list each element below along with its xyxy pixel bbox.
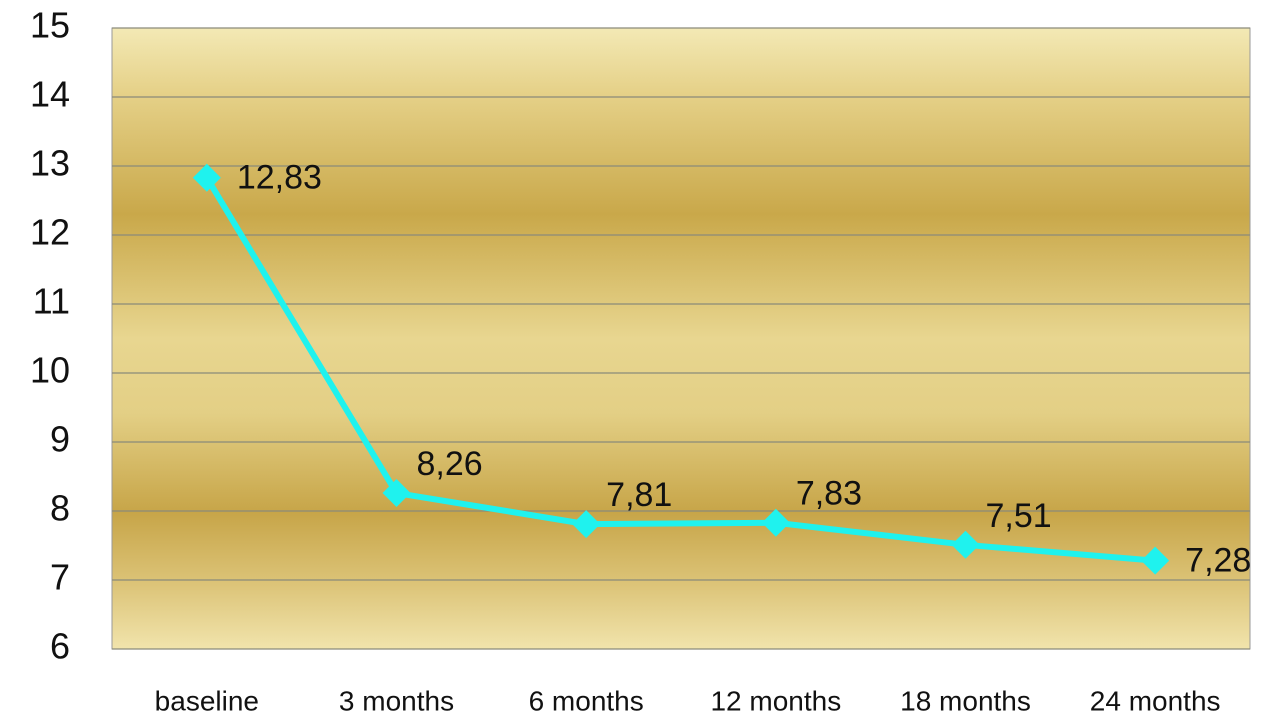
x-tick-label: 3 months: [339, 685, 454, 716]
data-marker: [572, 510, 601, 539]
data-label: 12,83: [237, 159, 322, 197]
data-line: [204, 176, 1156, 564]
data-marker: [192, 163, 221, 192]
y-tick-label: 11: [33, 281, 70, 322]
data-marker: [761, 508, 790, 537]
y-tick-label: 7: [50, 557, 70, 598]
data-label: 7,81: [606, 476, 672, 514]
y-tick-label: 14: [30, 74, 70, 115]
y-tick-label: 9: [50, 419, 70, 460]
y-tick-label: 13: [30, 143, 70, 184]
y-tick-label: 15: [30, 5, 70, 46]
data-label: 7,28: [1185, 542, 1251, 580]
x-tick-label: 24 months: [1090, 685, 1221, 716]
x-tick-label: 12 months: [710, 685, 841, 716]
data-label: 7,51: [986, 497, 1052, 535]
y-tick-label: 10: [30, 350, 70, 391]
data-marker: [951, 530, 980, 559]
data-label: 8,26: [417, 445, 483, 483]
y-tick-label: 6: [50, 626, 70, 667]
data-marker: [382, 479, 411, 508]
data-marker: [1141, 546, 1170, 575]
x-tick-label: 6 months: [529, 685, 644, 716]
y-tick-label: 8: [50, 488, 70, 529]
data-label: 7,83: [796, 475, 862, 513]
x-tick-label: 18 months: [900, 685, 1031, 716]
y-tick-label: 12: [30, 212, 70, 253]
x-tick-label: baseline: [155, 685, 259, 716]
